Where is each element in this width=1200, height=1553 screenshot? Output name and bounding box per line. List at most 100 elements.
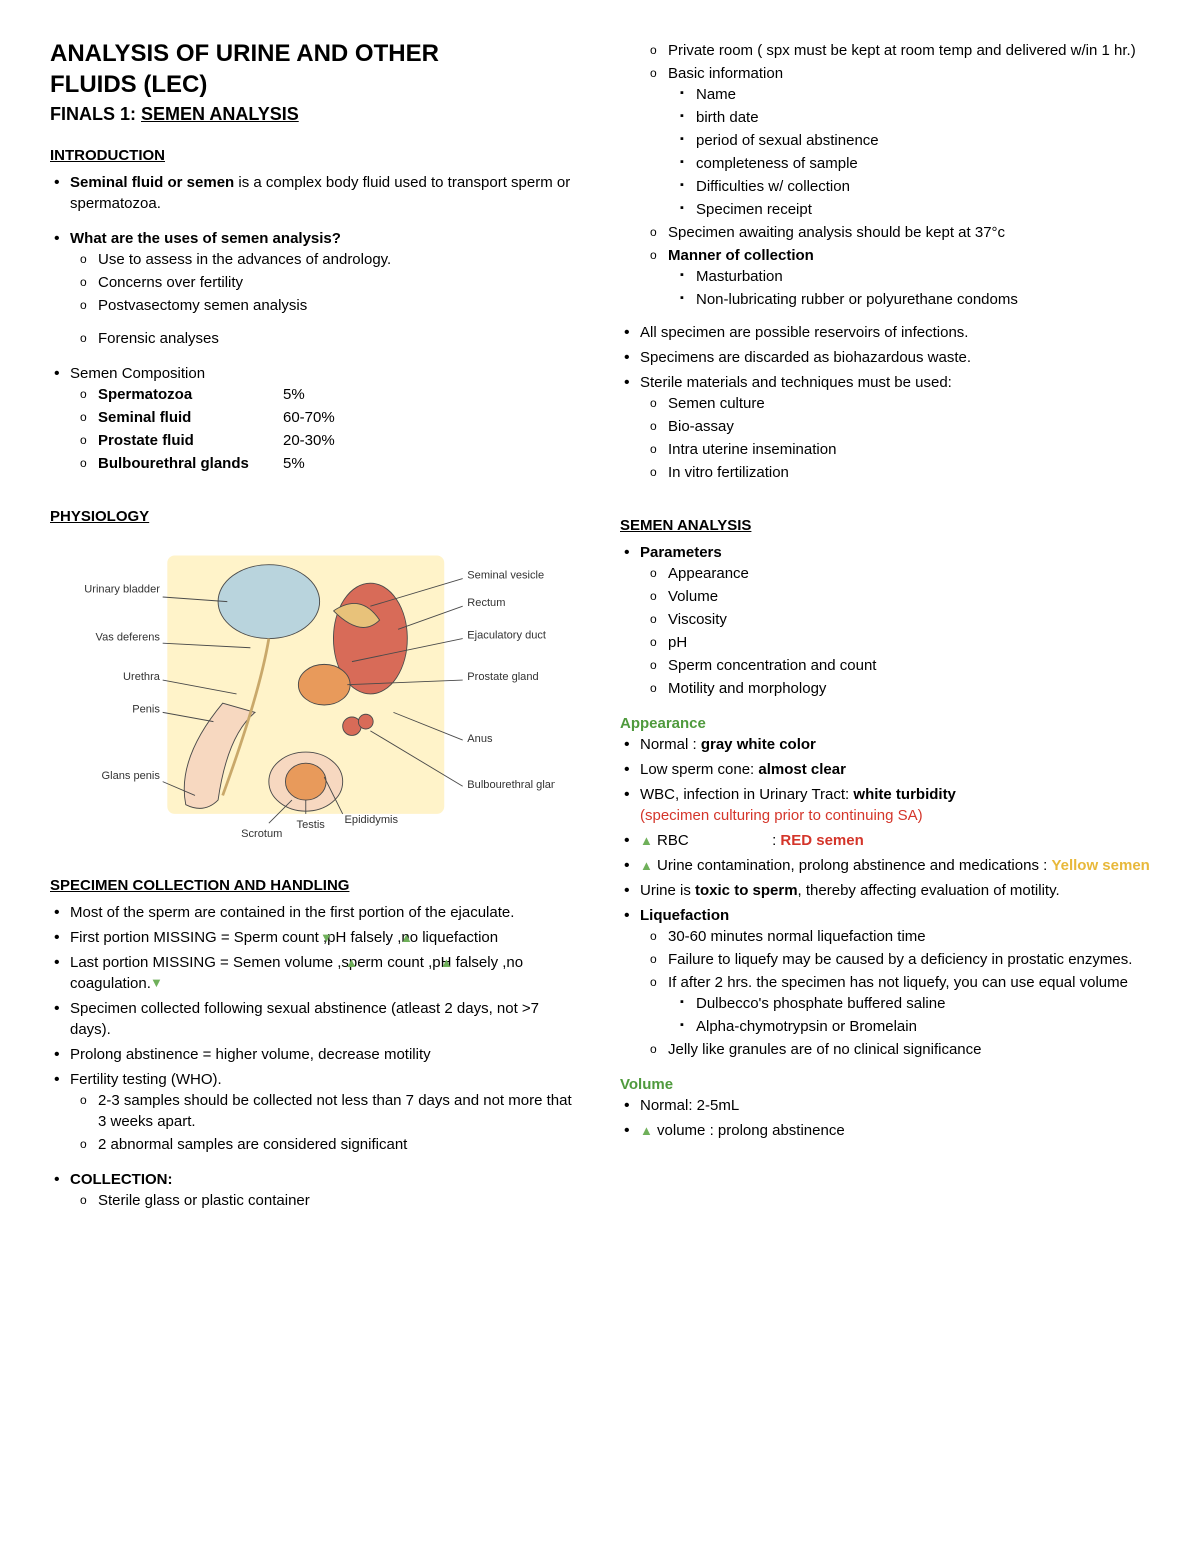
app-item: WBC, infection in Urinary Tract: white t… [620,784,1150,826]
comp-sublist: Spermatozoa5% Seminal fluid60-70% Prosta… [70,384,580,474]
spec-item: Fertility testing (WHO). 2-3 samples sho… [50,1069,580,1155]
comp-val: 20-30% [283,430,335,451]
intro-heading: INTRODUCTION [50,145,580,166]
composition-header: Semen Composition Spermatozoa5% Seminal … [50,363,580,474]
liq-text: If after 2 hrs. the specimen has not liq… [668,974,1128,991]
coll-continue: Private room ( spx must be kept at room … [620,40,1150,310]
param-item: Motility and morphology [640,678,1150,699]
app-pre: Normal : [640,736,701,753]
label-penis: Penis [132,703,160,715]
uses-question: What are the uses of semen analysis? Use… [50,228,580,349]
spec-subitem: 2-3 samples should be collected not less… [70,1090,580,1132]
sterile-item: Intra uterine insemination [640,439,1150,460]
volume-list: Normal: 2-5mL ▲ volume : prolong abstine… [620,1095,1150,1141]
title-line2: FLUIDS (LEC) [50,71,580,100]
params-header: Parameters Appearance Volume Viscosity p… [620,542,1150,699]
liq-sublist: 30-60 minutes normal liquefaction time F… [640,926,1150,1060]
app-red-bold: RED semen [780,832,863,849]
uses-item: Postvasectomy semen analysis [70,295,580,316]
app-urine: Urine contamination, prolong abstinence … [653,857,1052,874]
intro-list: Seminal fluid or semen is a complex body… [50,172,580,214]
params-sublist: Appearance Volume Viscosity pH Sperm con… [640,563,1150,699]
arrow-up-icon: ▲ [440,954,453,972]
collection-header: COLLECTION: Sterile glass or plastic con… [50,1169,580,1211]
app-yellow-bold: Yellow semen [1051,857,1149,874]
info-item: period of sexual abstinence [668,130,1150,151]
param-item: Volume [640,586,1150,607]
post-list: All specimen are possible reservoirs of … [620,322,1150,483]
label-anus: Anus [467,733,493,745]
spec-subitem: 2 abnormal samples are considered signif… [70,1134,580,1155]
info-item: birth date [668,107,1150,128]
coll-sublist: Sterile glass or plastic container [70,1190,580,1211]
arrow-up-icon: ▲ [640,1122,653,1140]
param-item: Viscosity [640,609,1150,630]
manner-title: Manner of collection [668,247,814,264]
comp-row: Prostate fluid20-30% [70,430,580,451]
arrow-up-icon: ▲ [640,857,653,875]
liq-title: Liquefaction [640,907,729,924]
comp-val: 5% [283,453,305,474]
arrow-down-icon: ▼ [150,974,163,992]
app-bold: white turbidity [853,786,956,803]
post-item: Sterile materials and techniques must be… [620,372,1150,483]
comp-row: Seminal fluid60-70% [70,407,580,428]
anatomy-svg: Urinary bladder Vas deferens Urethra Pen… [75,537,555,851]
app-item: ▲ RBC : RED semen [620,830,1150,851]
comp-label: Spermatozoa [98,384,283,405]
basic-info-list: Name birth date period of sexual abstine… [668,84,1150,220]
label-urinary-bladder: Urinary bladder [84,583,160,595]
app-item: Low sperm cone: almost clear [620,759,1150,780]
label-glans-penis: Glans penis [102,770,161,782]
arrow-up-icon: ▲ [345,954,358,972]
liq-item: 30-60 minutes normal liquefaction time [640,926,1150,947]
app-post: , thereby affecting evaluation of motili… [798,882,1060,899]
info-item: Difficulties w/ collection [668,176,1150,197]
label-scrotum: Scrotum [241,828,282,840]
uses-sublist: Use to assess in the advances of androlo… [70,249,580,316]
uses-list: What are the uses of semen analysis? Use… [50,228,580,349]
param-item: Appearance [640,563,1150,584]
coll-item: Private room ( spx must be kept at room … [640,40,1150,61]
app-bold: toxic to sperm [695,882,798,899]
appearance-list: Normal : gray white color Low sperm cone… [620,734,1150,1060]
app-rbc: RBC [653,832,689,849]
volume-heading: Volume [620,1074,1150,1095]
liq-sq-item: Dulbecco's phosphate buffered saline [668,993,1150,1014]
coll-item: Sterile glass or plastic container [70,1190,580,1211]
label-prostate-gland: Prostate gland [467,671,538,683]
app-item: Urine is toxic to sperm, thereby affecti… [620,880,1150,901]
sterile-item: Bio-assay [640,416,1150,437]
vol-item: ▲ volume : prolong abstinence [620,1120,1150,1141]
document-page: ANALYSIS OF URINE AND OTHER FLUIDS (LEC)… [50,40,1150,1215]
comp-title: Semen Composition [70,365,205,382]
label-rectum: Rectum [467,597,505,609]
label-bulbourethral: Bulbourethral gland [467,779,555,791]
label-seminal-vesicle: Seminal vesicle [467,569,544,581]
params-list: Parameters Appearance Volume Viscosity p… [620,542,1150,699]
composition-list: Semen Composition Spermatozoa5% Seminal … [50,363,580,474]
liq-item: Jelly like granules are of no clinical s… [640,1039,1150,1060]
info-item: Specimen receipt [668,199,1150,220]
app-pre: Low sperm cone: [640,761,758,778]
liq-item: If after 2 hrs. the specimen has not liq… [640,972,1150,1037]
left-column: ANALYSIS OF URINE AND OTHER FLUIDS (LEC)… [50,40,580,1215]
uses-q-text: What are the uses of semen analysis? [70,230,341,247]
comp-label: Seminal fluid [98,407,283,428]
label-vas-deferens: Vas deferens [96,631,161,643]
spec-item: Specimen collected following sexual abst… [50,998,580,1040]
collection-list: COLLECTION: Sterile glass or plastic con… [50,1169,580,1211]
right-column: Private room ( spx must be kept at room … [620,40,1150,1215]
uses-sublist2: Forensic analyses [70,328,580,349]
spec-text: Fertility testing (WHO). [70,1071,222,1088]
uses-item: Use to assess in the advances of androlo… [70,249,580,270]
subtitle-underline: SEMEN ANALYSIS [141,104,299,124]
sterile-item: In vitro fertilization [640,462,1150,483]
info-item: completeness of sample [668,153,1150,174]
physiology-heading: PHYSIOLOGY [50,506,580,527]
params-title: Parameters [640,544,722,561]
comp-val: 5% [283,384,305,405]
specimen-list: Most of the sperm are contained in the f… [50,902,580,1155]
comp-row: Bulbourethral glands5% [70,453,580,474]
intro-item: Seminal fluid or semen is a complex body… [50,172,580,214]
